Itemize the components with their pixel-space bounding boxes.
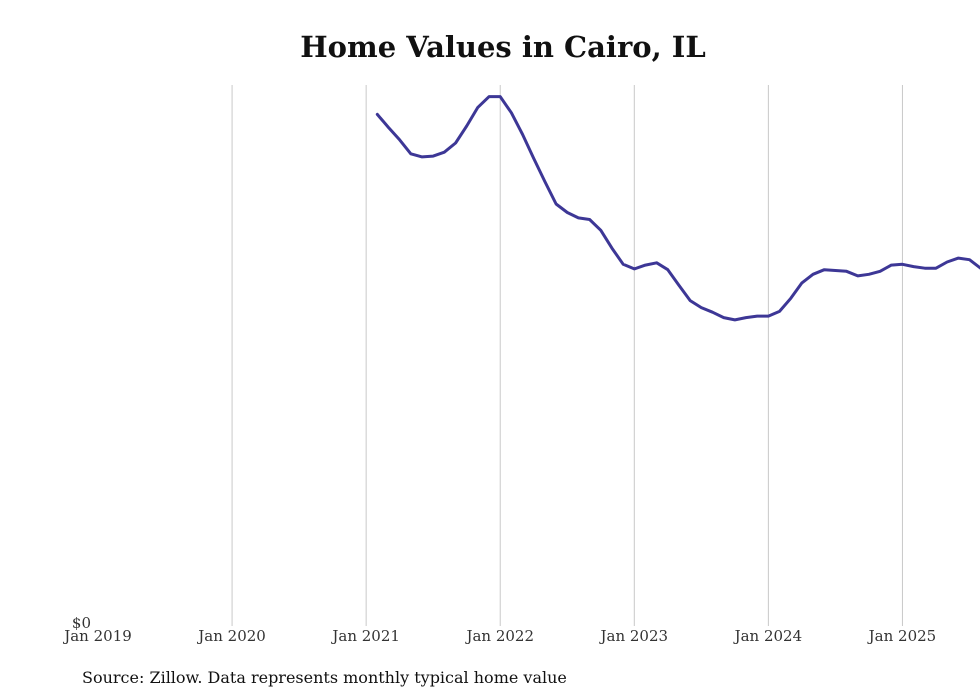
source-note: Source: Zillow. Data represents monthly … [82, 668, 567, 687]
x-tick-label: Jan 2021 [330, 627, 400, 645]
x-tick-label: Jan 2024 [733, 627, 803, 645]
x-tick-label: Jan 2019 [62, 627, 132, 645]
chart-title: Home Values in Cairo, IL [300, 30, 706, 64]
series-layer: $35,700 [375, 95, 980, 322]
x-tick-label: Jan 2025 [867, 627, 937, 645]
x-tick-label: Jan 2020 [196, 627, 266, 645]
y-axis-ticks: $0 [72, 614, 91, 632]
grid-lines [231, 85, 903, 626]
x-tick-label: Jan 2023 [599, 627, 669, 645]
x-axis-ticks: Jan 2019 Jan 2020 Jan 2021 Jan 2022 Jan 2023… [62, 627, 936, 645]
x-tick-label: Jan 2022 [464, 627, 534, 645]
y-tick-label: $0 [72, 614, 91, 632]
series-line-0 [375, 95, 980, 322]
